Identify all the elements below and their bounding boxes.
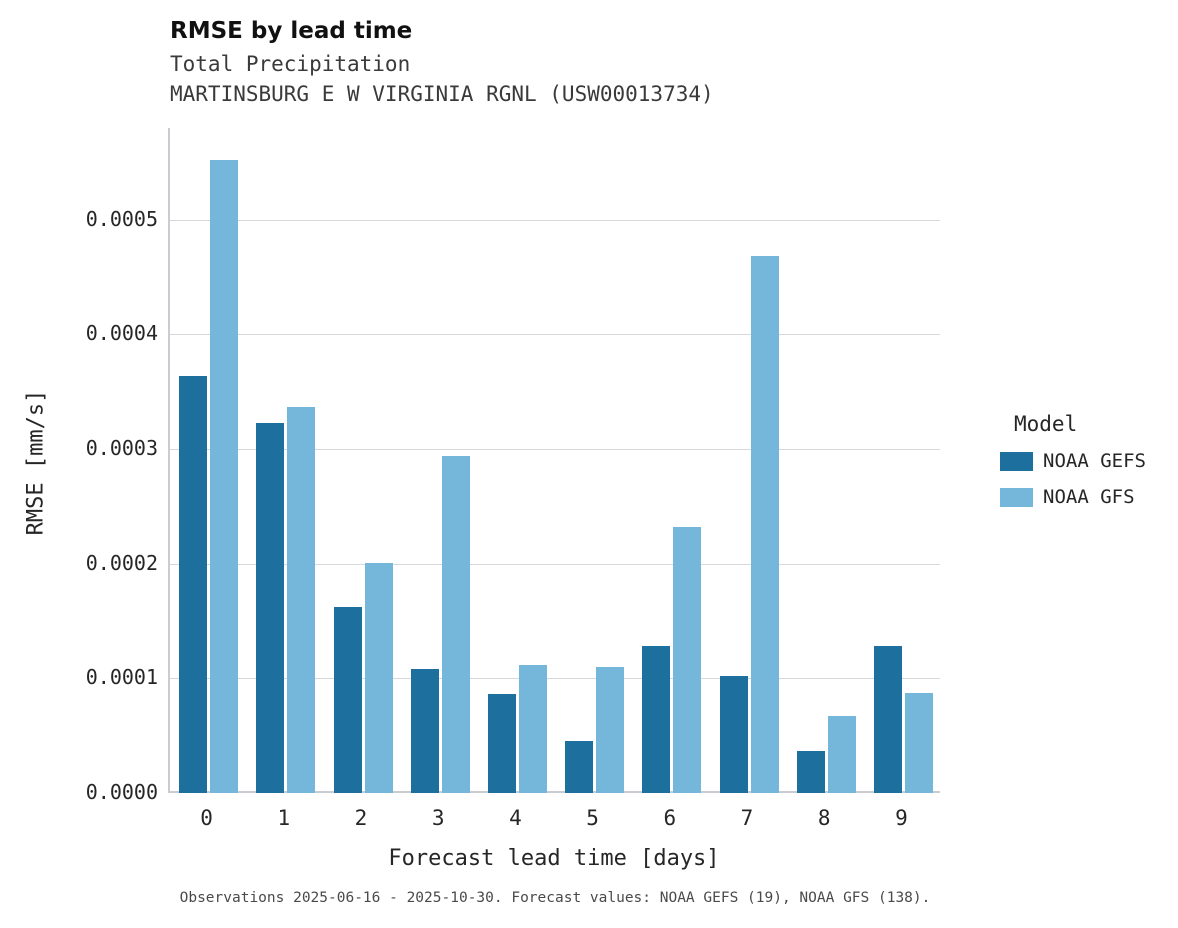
- x-tick-label: 2: [354, 806, 368, 830]
- bar-noaa-gefs-day-1: [256, 422, 285, 793]
- legend-swatch-icon: [1000, 487, 1033, 507]
- x-tick-label: 6: [663, 806, 677, 830]
- x-tick-label: 0: [200, 806, 213, 830]
- legend-label: NOAA GFS: [1043, 486, 1135, 508]
- gridline: [170, 678, 940, 680]
- legend-item-noaa-gfs: NOAA GFS: [1000, 486, 1178, 508]
- y-tick-label: 0.0003: [85, 436, 158, 461]
- bar-noaa-gfs-day-9: [904, 693, 933, 793]
- y-tick-label: 0.0004: [85, 321, 158, 346]
- bar-noaa-gefs-day-9: [873, 646, 902, 793]
- gridline: [170, 563, 940, 565]
- bar-noaa-gfs-day-5: [596, 666, 625, 793]
- x-tick-label: 7: [740, 806, 754, 830]
- chart-subtitle-station: MARTINSBURG E W VIRGINIA RGNL (USW000137…: [170, 82, 714, 106]
- y-tick-label: 0.0001: [85, 665, 158, 690]
- bar-noaa-gefs-day-0: [179, 375, 208, 793]
- x-tick-label: 5: [586, 806, 599, 830]
- legend-title: Model: [1014, 412, 1078, 436]
- x-tick-label: 9: [895, 806, 908, 830]
- bar-noaa-gfs-day-8: [827, 716, 856, 793]
- legend-item-noaa-gefs: NOAA GEFS: [1000, 450, 1178, 472]
- x-tick-label: 4: [509, 806, 522, 830]
- x-axis-ticks: 0 1 2 3 4 5 6 7 8 9: [168, 806, 940, 836]
- bar-noaa-gfs-day-3: [441, 455, 470, 793]
- legend-items: NOAA GEFS NOAA GFS: [1000, 450, 1178, 508]
- bar-noaa-gfs-day-4: [518, 664, 547, 793]
- gridline: [170, 334, 940, 336]
- gridline: [170, 219, 940, 221]
- x-tick-label: 8: [817, 806, 831, 830]
- y-tick-label: 0.0002: [85, 550, 158, 575]
- legend-label: NOAA GEFS: [1043, 450, 1146, 472]
- plot-area: [168, 128, 940, 793]
- y-axis-ticks: 0.0000 0.0001 0.0002 0.0003 0.0004 0.0005: [40, 128, 158, 804]
- x-tick-label: 1: [277, 806, 291, 830]
- y-tick-label: 0.0000: [85, 780, 158, 804]
- bar-noaa-gfs-day-0: [210, 160, 239, 793]
- y-tick-label: 0.0005: [85, 206, 158, 231]
- bar-noaa-gfs-day-2: [364, 562, 393, 793]
- legend: Model NOAA GEFS NOAA GFS: [1000, 412, 1178, 522]
- bar-noaa-gefs-day-5: [565, 741, 594, 793]
- bar-noaa-gefs-day-7: [719, 676, 748, 793]
- bar-noaa-gefs-day-4: [487, 694, 516, 793]
- chart-caption: Observations 2025-06-16 - 2025-10-30. Fo…: [179, 890, 931, 906]
- bar-noaa-gfs-day-1: [287, 406, 316, 793]
- chart-subtitle-variable: Total Precipitation: [170, 52, 411, 76]
- bar-noaa-gefs-day-3: [410, 669, 439, 793]
- bar-noaa-gefs-day-8: [796, 750, 825, 793]
- bar-noaa-gefs-day-6: [642, 646, 671, 793]
- legend-swatch-icon: [1000, 451, 1033, 471]
- x-tick-label: 3: [431, 806, 445, 830]
- bar-noaa-gfs-day-6: [673, 527, 702, 793]
- x-axis-label: Forecast lead time [days]: [388, 846, 720, 871]
- bar-noaa-gefs-day-2: [333, 607, 362, 793]
- bar-noaa-gfs-day-7: [750, 256, 779, 793]
- gridline: [170, 449, 940, 451]
- chart-title: RMSE by lead time: [170, 18, 413, 44]
